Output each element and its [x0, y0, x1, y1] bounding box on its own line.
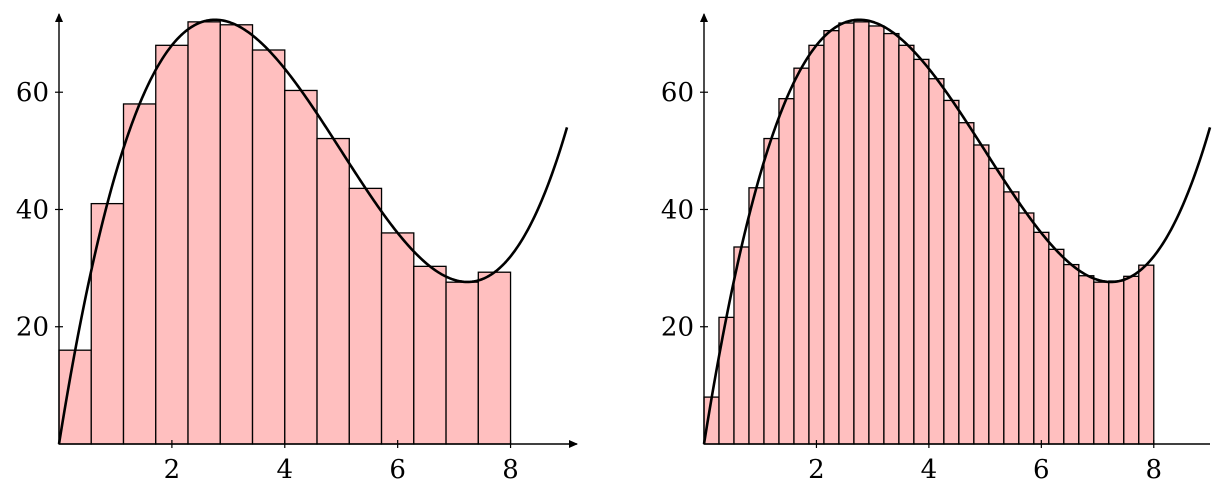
y-tick-label: 40 — [16, 195, 49, 225]
bar — [316, 137, 350, 445]
bar — [958, 122, 975, 445]
function-curve — [57, 18, 569, 445]
bar — [823, 30, 840, 445]
bar — [838, 22, 855, 445]
bar — [988, 167, 1005, 445]
bar — [380, 232, 415, 445]
bar — [1138, 264, 1155, 445]
x-tick-label: 4 — [277, 455, 294, 485]
y-tick-label: 20 — [16, 313, 49, 343]
x-tick-label: 6 — [389, 455, 406, 485]
bar — [1003, 191, 1020, 445]
chart-right: 2 4 6 8 20 40 60 — [661, 13, 1212, 485]
bar — [748, 187, 765, 445]
bar — [853, 21, 870, 445]
bar — [445, 281, 479, 445]
y-tick-label: 60 — [661, 78, 694, 108]
y-tick-label: 20 — [661, 313, 694, 343]
bar — [778, 98, 795, 445]
bar — [219, 24, 254, 445]
bar — [943, 99, 960, 445]
bar — [973, 144, 990, 445]
bar — [868, 25, 885, 445]
bar — [1048, 248, 1065, 445]
bar — [1093, 281, 1110, 445]
x-tick-label: 6 — [1033, 455, 1050, 485]
y-tick-label: 40 — [661, 195, 694, 225]
bar — [58, 349, 92, 445]
bar — [718, 316, 735, 445]
bar — [477, 271, 512, 445]
bar — [1063, 263, 1080, 445]
x-tick-label: 8 — [502, 455, 519, 485]
bar — [90, 202, 125, 445]
bar — [413, 265, 447, 445]
bar — [1018, 212, 1035, 445]
bar — [808, 44, 825, 445]
bar — [1033, 231, 1050, 445]
x-tick-label: 8 — [1146, 455, 1163, 485]
bar — [898, 44, 915, 445]
bar — [251, 49, 286, 445]
bar — [1123, 275, 1140, 445]
bar — [155, 44, 189, 445]
bar — [348, 187, 383, 445]
bar — [793, 67, 810, 445]
bar — [284, 89, 318, 445]
bar — [187, 21, 221, 445]
y-tick-label: 60 — [16, 78, 49, 108]
x-tick-label: 2 — [164, 455, 181, 485]
x-tick-label: 2 — [808, 455, 825, 485]
x-tick-label: 4 — [921, 455, 938, 485]
bar — [1078, 275, 1095, 445]
function-curve — [702, 18, 1212, 445]
bar — [122, 103, 157, 445]
bar — [1108, 280, 1125, 445]
bar — [913, 58, 930, 445]
bar — [763, 137, 780, 445]
bar — [733, 246, 750, 445]
bar — [883, 32, 900, 445]
bar — [928, 78, 945, 445]
chart-left: 2 4 6 8 20 40 60 — [16, 13, 578, 485]
